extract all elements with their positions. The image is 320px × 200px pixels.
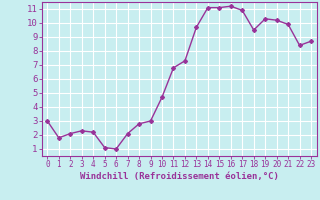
X-axis label: Windchill (Refroidissement éolien,°C): Windchill (Refroidissement éolien,°C)	[80, 172, 279, 181]
